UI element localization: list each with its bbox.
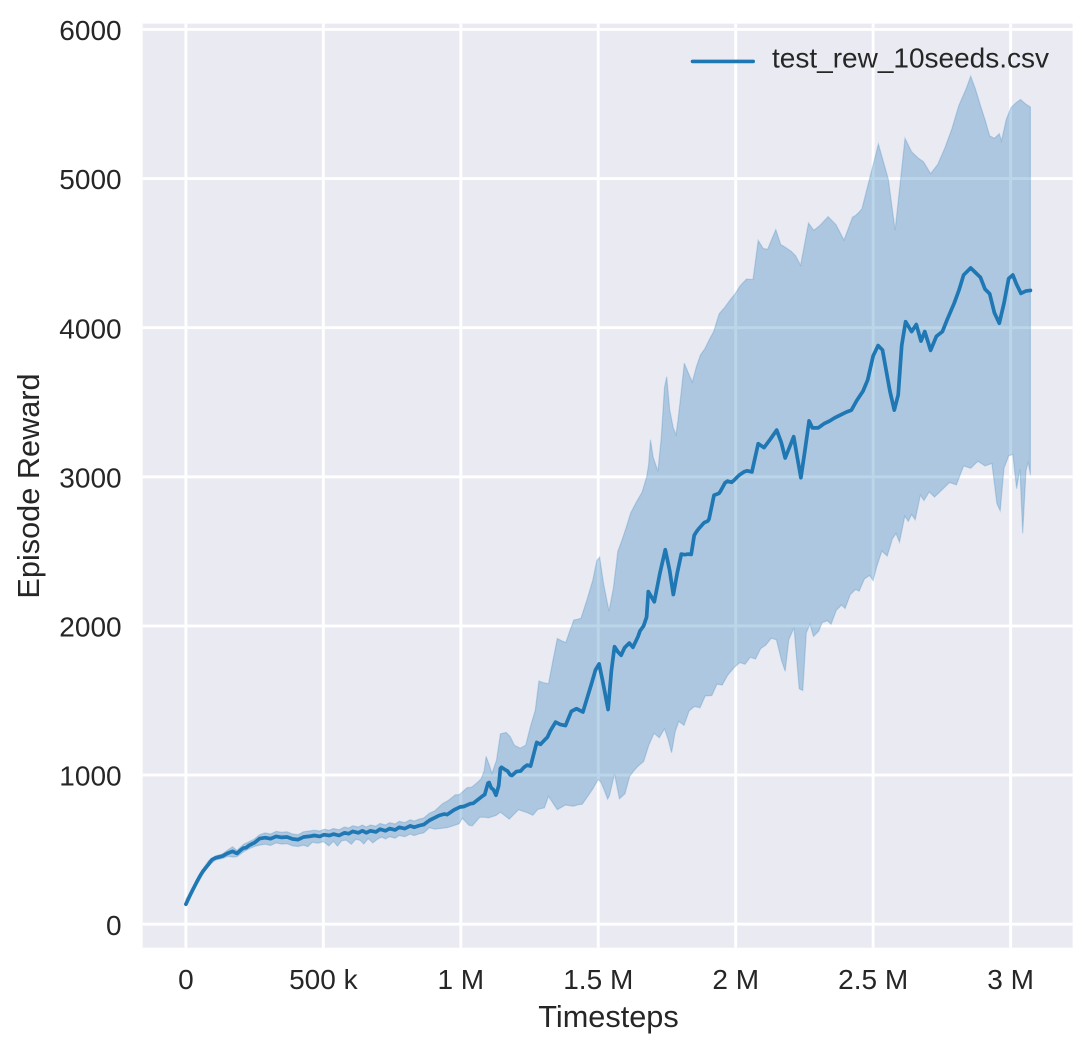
svg-text:3 M: 3 M bbox=[987, 964, 1034, 995]
svg-text:6000: 6000 bbox=[59, 15, 121, 46]
svg-text:2000: 2000 bbox=[59, 612, 121, 643]
svg-text:5000: 5000 bbox=[59, 164, 121, 195]
svg-text:3000: 3000 bbox=[59, 462, 121, 493]
svg-text:test_rew_10seeds.csv: test_rew_10seeds.csv bbox=[772, 43, 1049, 74]
svg-text:0: 0 bbox=[106, 910, 122, 941]
svg-text:2.5 M: 2.5 M bbox=[838, 964, 908, 995]
svg-text:500 k: 500 k bbox=[289, 964, 358, 995]
svg-text:1 M: 1 M bbox=[437, 964, 484, 995]
svg-text:1000: 1000 bbox=[59, 761, 121, 792]
svg-text:2 M: 2 M bbox=[712, 964, 759, 995]
svg-text:Episode Reward: Episode Reward bbox=[11, 373, 46, 598]
svg-text:1.5 M: 1.5 M bbox=[563, 964, 633, 995]
svg-text:Timesteps: Timesteps bbox=[538, 999, 678, 1034]
svg-text:0: 0 bbox=[178, 964, 194, 995]
svg-text:4000: 4000 bbox=[59, 313, 121, 344]
